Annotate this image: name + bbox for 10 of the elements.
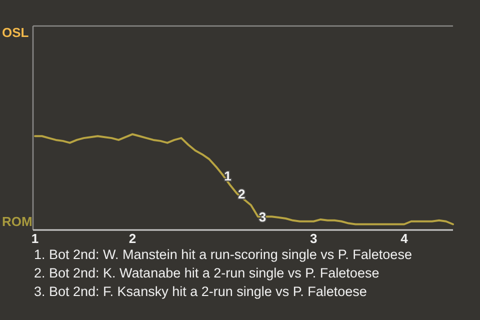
text: ROM bbox=[2, 214, 32, 229]
annotation: 1 bbox=[224, 168, 232, 184]
text: 3. Bot 2nd: F. Ksansky hit a 2-run single vs P. Faletoese bbox=[34, 284, 367, 299]
x-tick-label: 1 bbox=[31, 231, 39, 246]
text: 1. Bot 2nd: W. Manstein hit a run-scoring single vs P. Faletoese bbox=[34, 247, 412, 262]
text: 2. Bot 2nd: K. Watanabe hit a 2-run single vs P. Faletoese bbox=[34, 266, 380, 280]
x-tick-label: 3 bbox=[310, 231, 318, 246]
x-tick-label: 2 bbox=[128, 231, 136, 246]
x-tick-label: 4 bbox=[400, 231, 409, 246]
text: OSL bbox=[2, 25, 29, 40]
